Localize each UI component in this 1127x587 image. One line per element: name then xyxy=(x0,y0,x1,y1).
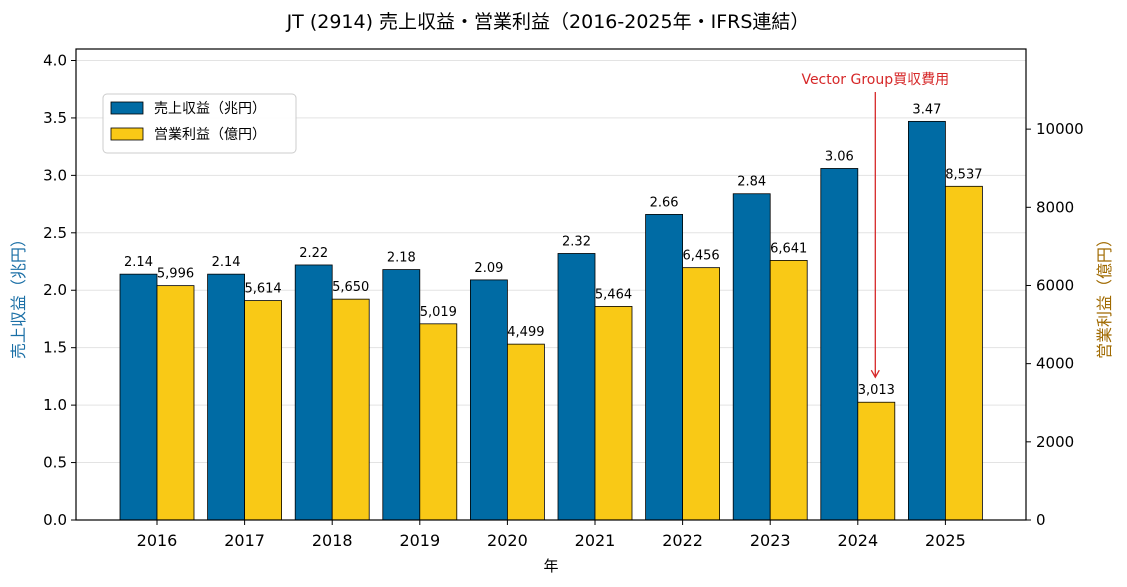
data-label-operating-income: 5,614 xyxy=(244,282,281,297)
data-label-revenue: 2.14 xyxy=(124,255,153,270)
bar-revenue xyxy=(557,253,596,521)
y-right-tick-label: 4000 xyxy=(1036,355,1074,373)
y-right-tick-label: 6000 xyxy=(1036,276,1074,294)
bar-revenue xyxy=(908,120,946,521)
bar-operating-income xyxy=(769,260,808,521)
bar-operating-income xyxy=(682,267,720,521)
y-left-tick-label: 2.0 xyxy=(43,281,67,299)
y-axis-right: 0 2000 4000 6000 8000 10000 xyxy=(1026,120,1084,529)
x-tick-label: 2023 xyxy=(750,531,791,550)
data-label-operating-income: 6,641 xyxy=(770,241,807,256)
data-label-revenue: 2.09 xyxy=(474,261,503,276)
y-right-tick-label: 2000 xyxy=(1036,433,1074,451)
chart-title: JT (2914) 売上収益・営業利益（2016-2025年・IFRS連結） xyxy=(286,11,810,33)
y-right-tick-label: 8000 xyxy=(1036,198,1074,216)
y-left-tick-label: 4.0 xyxy=(43,51,67,69)
x-tick-label: 2017 xyxy=(224,531,265,550)
bar-revenue xyxy=(820,168,859,521)
x-tick-label: 2020 xyxy=(487,531,528,550)
bar-operating-income xyxy=(156,285,195,521)
y-left-tick-label: 1.5 xyxy=(43,339,67,357)
data-label-revenue: 2.32 xyxy=(562,234,591,249)
legend-label: 売上収益（兆円） xyxy=(154,101,266,117)
y-left-tick-label: 1.0 xyxy=(43,396,67,414)
y-left-tick-label: 2.5 xyxy=(43,224,67,242)
data-label-operating-income: 3,013 xyxy=(858,383,895,398)
legend-box xyxy=(102,93,297,154)
data-label-operating-income: 5,996 xyxy=(157,267,194,282)
x-tick-label: 2024 xyxy=(837,531,878,550)
data-label-revenue: 2.14 xyxy=(212,255,241,270)
data-label-operating-income: 8,537 xyxy=(945,167,982,182)
bar-revenue xyxy=(382,269,421,521)
y-right-tick-label: 10000 xyxy=(1036,120,1084,138)
x-axis: 2016 2017 2018 2019 2020 2021 2022 2023 2024 2025 xyxy=(137,520,966,550)
data-labels: 2.145,9962.145,6142.225,6502.185,0192.09… xyxy=(124,102,982,398)
annotation-text: Vector Group買収費用 xyxy=(801,72,949,88)
bar-revenue xyxy=(645,214,683,521)
bar-operating-income xyxy=(244,300,283,521)
data-label-revenue: 2.22 xyxy=(299,246,328,261)
data-label-revenue: 2.18 xyxy=(387,251,416,266)
x-tick-label: 2018 xyxy=(312,531,353,550)
x-tick-label: 2019 xyxy=(399,531,440,550)
bar-revenue xyxy=(119,273,158,521)
legend-swatch xyxy=(110,127,144,141)
y-left-tick-label: 3.5 xyxy=(43,109,67,127)
x-tick-label: 2022 xyxy=(662,531,703,550)
bar-operating-income xyxy=(419,323,458,521)
bar-operating-income xyxy=(857,401,896,521)
annotation-arrow-head xyxy=(870,369,880,379)
x-tick-label: 2016 xyxy=(137,531,178,550)
y-axis-left-label: 売上収益（兆円） xyxy=(9,231,28,359)
bar-revenue xyxy=(469,279,508,521)
data-label-operating-income: 5,019 xyxy=(420,305,457,320)
legend-label: 営業利益（億円） xyxy=(154,127,266,143)
data-label-revenue: 2.84 xyxy=(737,175,766,190)
bar-operating-income xyxy=(331,298,370,521)
bar-revenue xyxy=(294,264,333,521)
data-label-revenue: 3.47 xyxy=(912,102,941,117)
y-left-tick-label: 0.0 xyxy=(43,511,67,529)
y-axis-left: 0.0 0.5 1.0 1.5 2.0 2.5 3.0 3.5 4.0 xyxy=(43,51,76,529)
x-tick-label: 2021 xyxy=(575,531,616,550)
y-left-tick-label: 0.5 xyxy=(43,454,67,472)
y-right-tick-label: 0 xyxy=(1036,511,1046,529)
data-label-revenue: 2.66 xyxy=(650,195,679,210)
y-left-tick-label: 3.0 xyxy=(43,166,67,184)
bar-revenue xyxy=(732,193,771,521)
x-tick-label: 2025 xyxy=(925,531,966,550)
legend: 売上収益（兆円） 営業利益（億円） xyxy=(102,93,297,154)
bar-operating-income xyxy=(594,306,633,521)
bar-operating-income xyxy=(506,343,545,521)
y-axis-right-label: 営業利益（億円） xyxy=(1095,231,1114,359)
bar-operating-income xyxy=(945,185,983,521)
bars xyxy=(119,120,983,521)
data-label-operating-income: 4,499 xyxy=(507,325,544,340)
data-label-operating-income: 6,456 xyxy=(682,249,719,264)
plot-frame xyxy=(75,48,1027,521)
bar-revenue xyxy=(207,273,246,521)
annotation: Vector Group買収費用 xyxy=(801,72,949,379)
data-label-operating-income: 5,650 xyxy=(332,280,369,295)
legend-swatch xyxy=(110,101,144,115)
data-label-operating-income: 5,464 xyxy=(595,287,632,302)
x-axis-label: 年 xyxy=(543,557,558,575)
data-label-revenue: 3.06 xyxy=(825,149,854,164)
